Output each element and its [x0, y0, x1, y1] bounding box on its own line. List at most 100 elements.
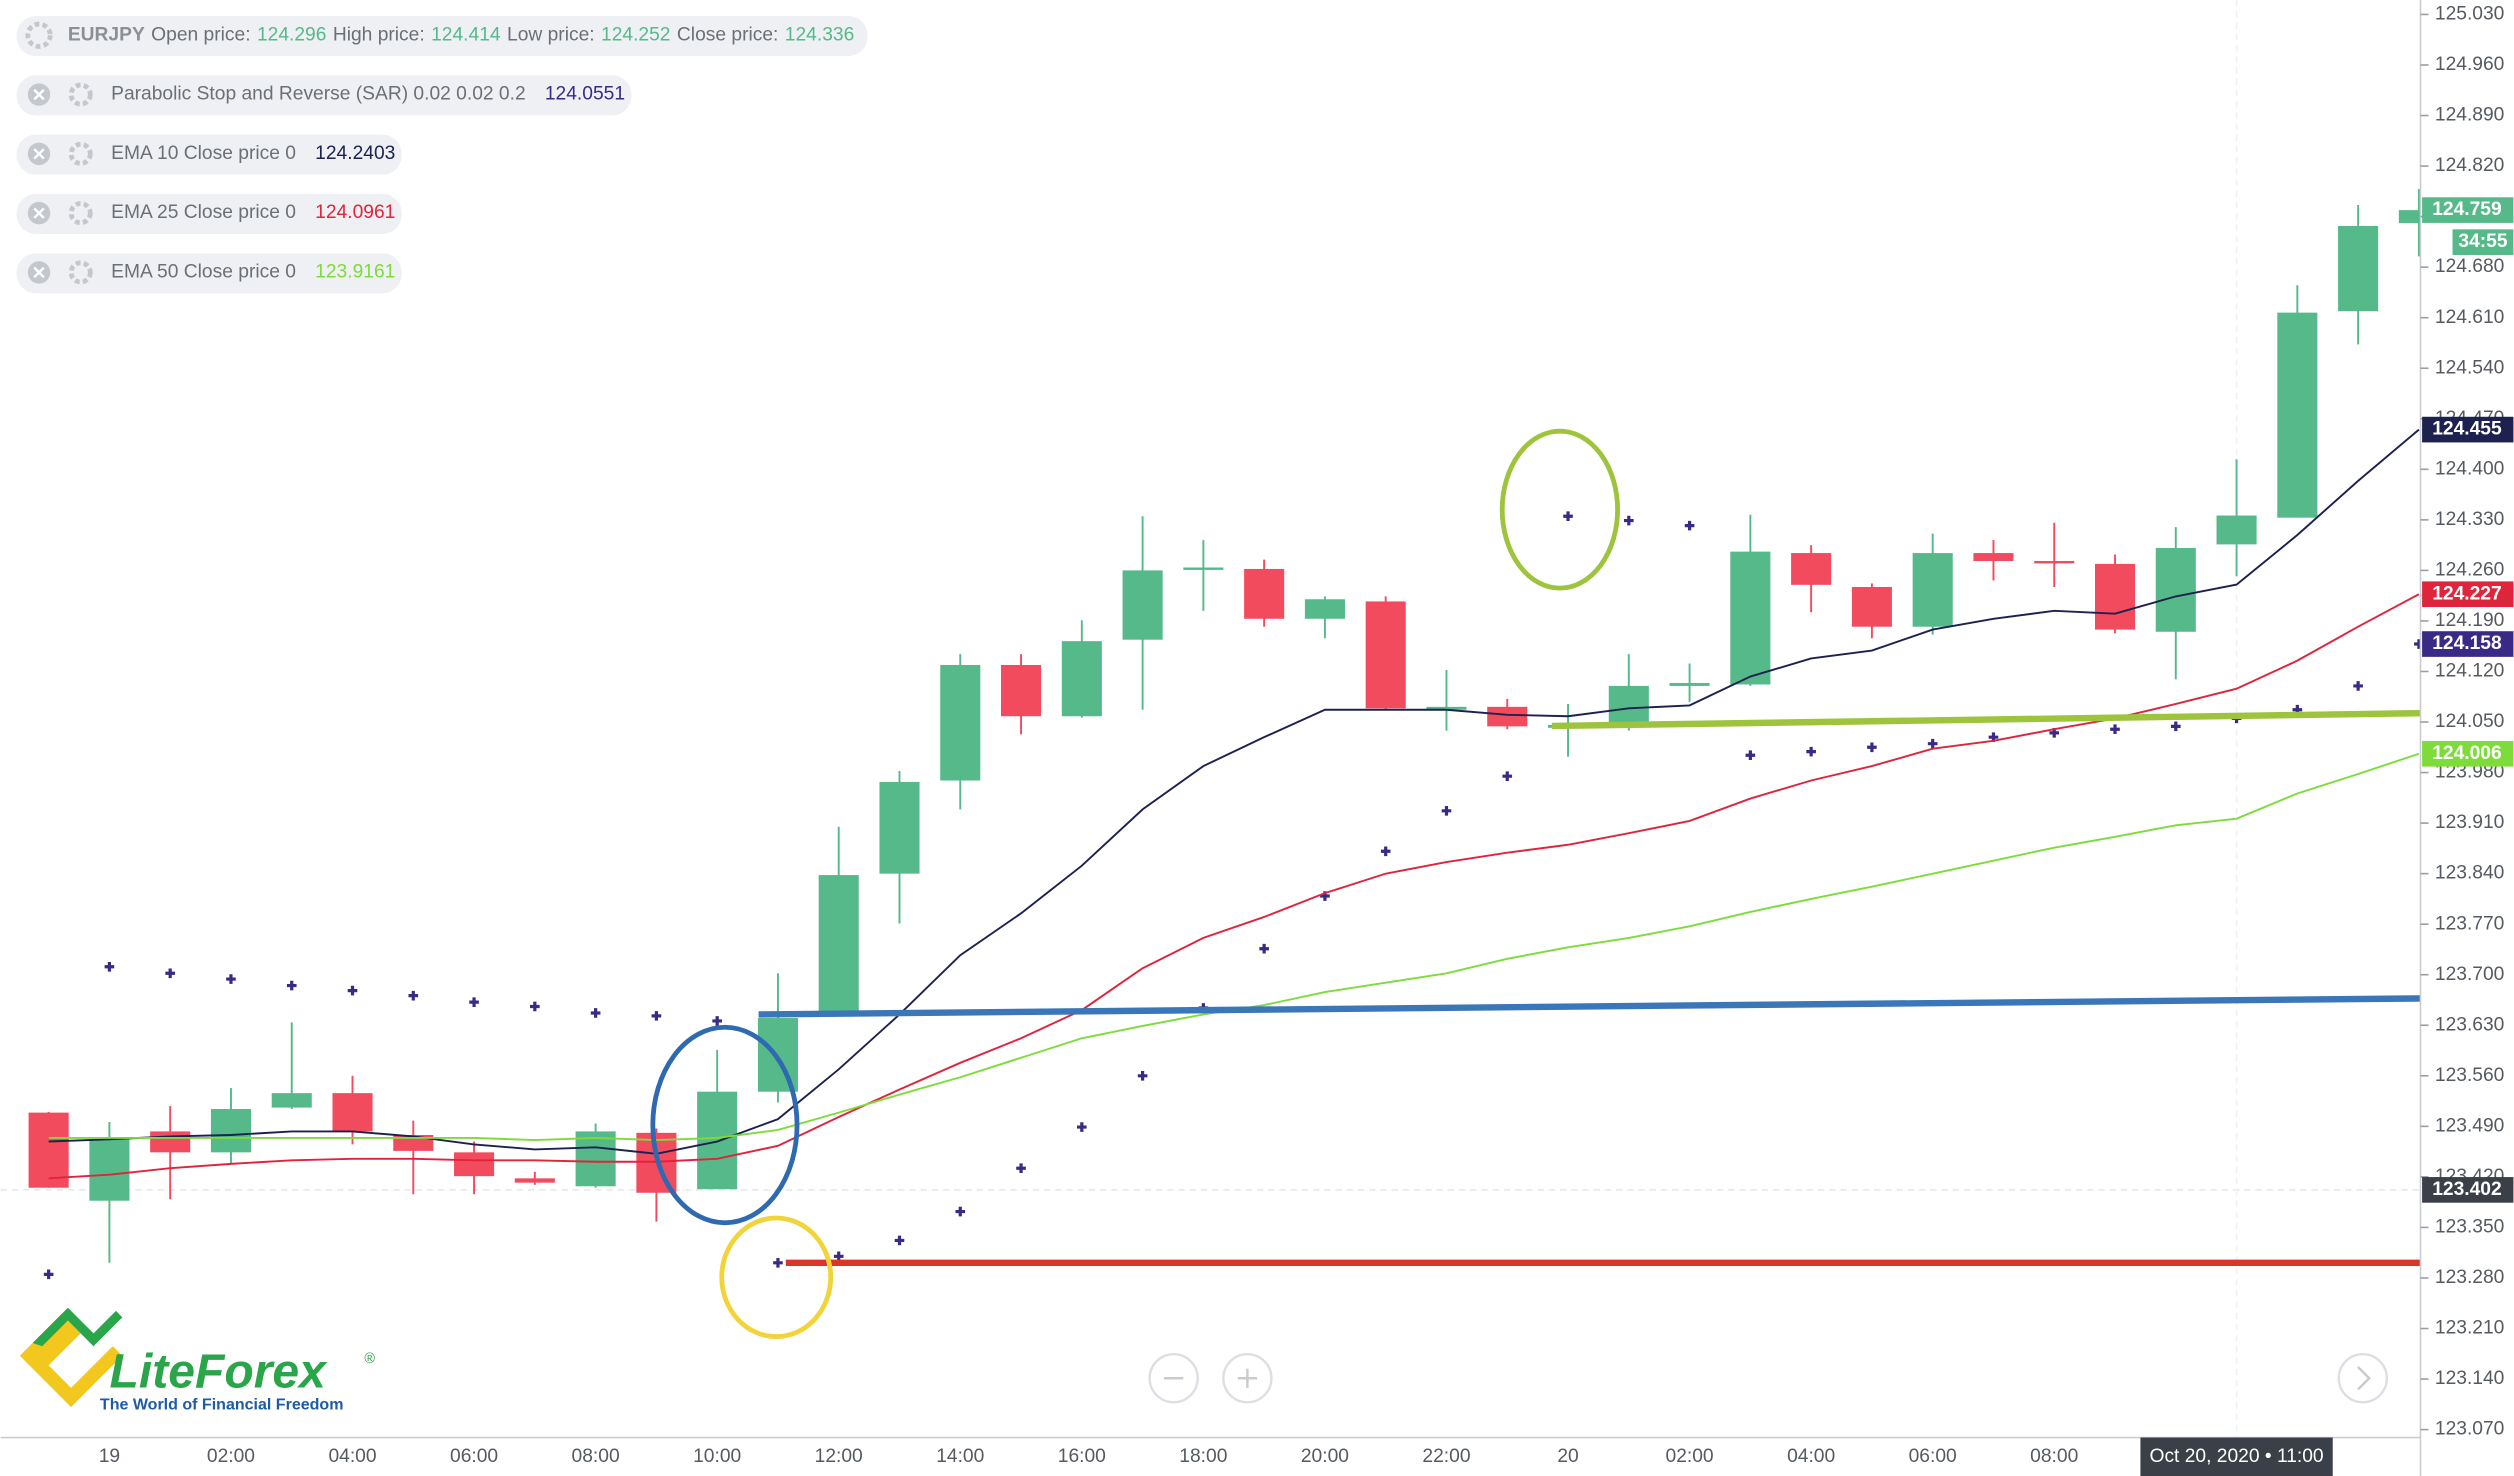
- sar-dot: [894, 1235, 905, 1246]
- candle-body: [1851, 587, 1892, 627]
- sar-dot: [2353, 681, 2363, 691]
- sar-dot: [347, 985, 358, 996]
- sar-dot: [469, 997, 479, 1007]
- y-tick-label: 124.540: [2435, 357, 2504, 378]
- legend: EURJPY Open price: 124.296 High price: 124.4…: [16, 16, 868, 294]
- settings-icon[interactable]: [68, 260, 93, 285]
- settings-icon[interactable]: [68, 82, 93, 107]
- x-tick-label: 20: [1557, 1446, 1578, 1467]
- candle-body: [1365, 601, 1406, 709]
- legend-pill: [16, 193, 402, 234]
- sar-dot: [1441, 806, 1452, 816]
- y-tick-label: 124.820: [2435, 155, 2504, 176]
- candle-body: [1912, 553, 1953, 627]
- sar-dot: [1745, 750, 1756, 761]
- candle-body: [1183, 567, 1224, 570]
- ohlc-value: 124.414: [431, 24, 501, 45]
- y-tick-label: 123.490: [2435, 1115, 2504, 1136]
- sar-dot: [2170, 721, 2181, 732]
- ohlc-value: 124.336: [785, 24, 854, 45]
- x-tick-label: 10:00: [693, 1446, 741, 1467]
- y-tick-label: 124.260: [2435, 559, 2504, 580]
- remove-icon-x: [33, 148, 45, 160]
- sar-dot: [165, 968, 175, 979]
- last-value-label-box: [2422, 416, 2514, 443]
- candle-body: [1061, 641, 1102, 717]
- candle-body: [1730, 551, 1771, 685]
- settings-icon[interactable]: [68, 141, 93, 166]
- y-tick-label: 124.050: [2435, 711, 2504, 732]
- last-price-label-box: [2422, 197, 2514, 223]
- legend-value: 123.9161: [315, 262, 395, 283]
- crosshair-price-label-box: [2422, 1177, 2514, 1203]
- candle-body: [879, 781, 920, 874]
- legend-value: 124.0961: [315, 202, 395, 223]
- last-value-label: 124.158: [2432, 633, 2502, 654]
- logo-registered: ®: [364, 1351, 375, 1367]
- candle-body: [393, 1135, 434, 1151]
- x-tick-label: 02:00: [207, 1446, 255, 1467]
- sar-dot: [773, 1258, 783, 1268]
- settings-icon[interactable]: [68, 201, 93, 226]
- legend-name: EMA 10 Close price 0: [111, 143, 296, 164]
- y-tick-label: 123.560: [2435, 1065, 2504, 1086]
- crosshair-price-label: 123.402: [2432, 1179, 2501, 1200]
- legend-value: 124.0551: [545, 84, 625, 105]
- y-tick-label: 124.890: [2435, 105, 2504, 126]
- sar-dot: [530, 1001, 540, 1012]
- x-tick-label: 06:00: [450, 1446, 498, 1467]
- indicator-list: Parabolic Stop and Reverse (SAR) 0.02 0.…: [16, 75, 632, 294]
- sar-dot: [1867, 742, 1877, 753]
- sar-dot: [104, 961, 115, 972]
- candle-body: [1487, 706, 1528, 727]
- logo-mark: [32, 1307, 123, 1347]
- x-tick-label: 16:00: [1058, 1446, 1106, 1467]
- candle-body: [271, 1093, 312, 1108]
- last-value-label: 124.455: [2432, 419, 2502, 440]
- x-tick-label: 18:00: [1179, 1446, 1227, 1467]
- ohlc-label: Low price:: [507, 24, 595, 45]
- candle-body: [2216, 515, 2257, 545]
- y-tick-label: 124.330: [2435, 509, 2504, 530]
- y-tick-label: 124.610: [2435, 307, 2504, 328]
- last-price-label: 124.759: [2432, 199, 2501, 220]
- scroll-right-button[interactable]: [2337, 1353, 2389, 1404]
- legend-pill: [16, 75, 632, 116]
- y-tick-label: 123.140: [2435, 1368, 2504, 1389]
- candle-body: [332, 1093, 373, 1132]
- x-tick-label: 04:00: [1787, 1446, 1835, 1467]
- x-tick-label: 12:00: [815, 1446, 863, 1467]
- candle-body: [940, 664, 981, 781]
- legend-entry: EMA 10 Close price 0 124.2403: [111, 143, 395, 164]
- settings-icon[interactable]: [25, 21, 53, 49]
- candle-body: [514, 1178, 555, 1183]
- logo-name: LiteForex: [110, 1345, 329, 1399]
- logo: LiteForex ® The World of Financial Freed…: [19, 1307, 375, 1414]
- ohlc-value: 124.296: [257, 24, 326, 45]
- countdown: 34:55: [2458, 231, 2507, 252]
- sar-dot: [1016, 1163, 1026, 1174]
- candle-body: [2094, 563, 2136, 630]
- sar-dot: [408, 990, 419, 1001]
- last-value-label-box: [2422, 740, 2514, 767]
- y-tick-label: 123.280: [2435, 1267, 2504, 1288]
- candle-body: [2155, 548, 2196, 632]
- y-tick-label: 123.350: [2435, 1217, 2504, 1238]
- legend-pill: [16, 16, 868, 57]
- ohlc-label: High price:: [333, 24, 425, 45]
- sar-dot: [43, 1269, 54, 1280]
- candle-body: [1001, 664, 1042, 717]
- ohlc-label: Open price:: [151, 24, 250, 45]
- x-tick-label: 20:00: [1301, 1446, 1349, 1467]
- candle-body: [818, 875, 859, 1013]
- indicator-line: [48, 428, 2420, 1155]
- y-tick-label: 124.120: [2435, 661, 2504, 682]
- legend-name: Parabolic Stop and Reverse (SAR) 0.02 0.…: [111, 84, 526, 105]
- x-tick-label: 14:00: [936, 1446, 984, 1467]
- y-tick-label: 124.960: [2435, 54, 2504, 75]
- y-tick-label: 123.840: [2435, 863, 2504, 884]
- remove-icon-x: [33, 266, 45, 279]
